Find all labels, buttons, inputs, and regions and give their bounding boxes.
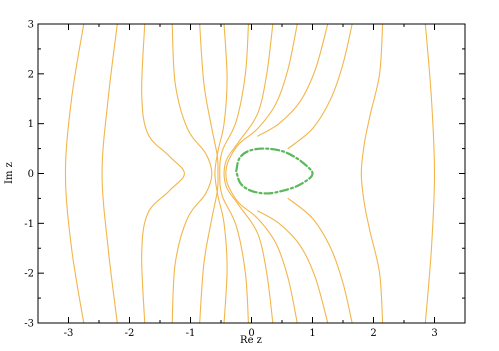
- x-tick-label-1: -2: [125, 328, 135, 339]
- x-tick-label-2: -1: [186, 328, 196, 339]
- contour-curve-10: [257, 23, 329, 137]
- curve-layer: [64, 23, 436, 324]
- x-tick-label-5: 2: [370, 328, 376, 339]
- dashed-contour-curve: [235, 147, 314, 195]
- y-tick-label-3: 0: [28, 169, 34, 180]
- contour-curve-9: [225, 23, 298, 324]
- contour-curve-4: [171, 23, 213, 324]
- x-axis-label: Re z: [240, 335, 262, 346]
- contour-curve-1: [64, 23, 85, 324]
- x-tick-label-0: -3: [64, 328, 74, 339]
- y-tick-label-0: -3: [24, 319, 34, 330]
- x-tick-label-3: 0: [248, 328, 254, 339]
- y-tick-label-1: -2: [24, 269, 34, 280]
- contour-curve-8: [223, 23, 274, 324]
- y-tick-label-4: 1: [28, 119, 34, 130]
- contour-curve-11: [257, 210, 329, 324]
- contour-curve-6: [214, 23, 228, 324]
- y-tick-label-6: 3: [28, 20, 34, 31]
- contour-curve-12: [287, 23, 353, 150]
- y-tick-label-5: 2: [28, 69, 34, 80]
- x-tick-label-4: 1: [309, 328, 315, 339]
- contour-curve-13: [287, 197, 353, 324]
- contour-curve-14: [360, 23, 384, 324]
- y-tick-label-2: -1: [24, 219, 34, 230]
- x-tick-label-6: 3: [431, 328, 437, 339]
- contour-curve-3: [141, 23, 185, 324]
- contour-curve-7: [219, 23, 249, 324]
- tick-layer: -3 -2 -1 0 1 2 3 -3 -2 -1 0 1 2 3: [24, 20, 466, 339]
- contour-curve-2: [101, 23, 118, 324]
- y-axis-label: Im z: [4, 162, 15, 184]
- contour-curve-15: [424, 23, 436, 324]
- contour-curve-5: [199, 23, 219, 324]
